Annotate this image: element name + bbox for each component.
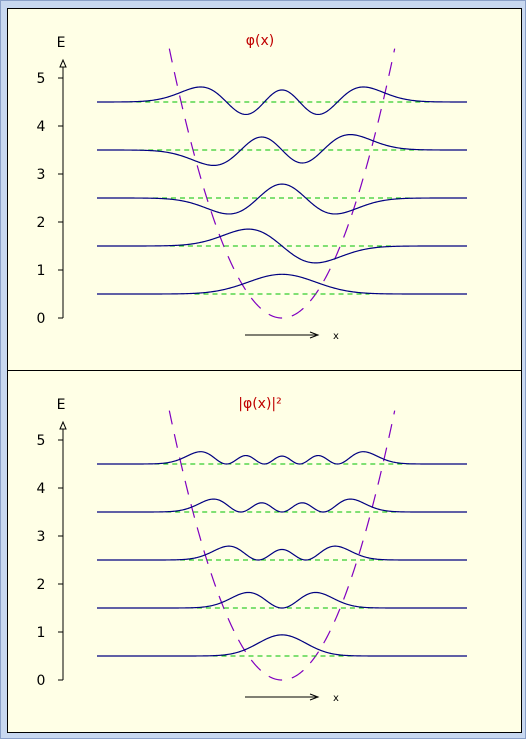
y-tick-label-0: 0	[37, 673, 46, 689]
wavefunction-n1	[97, 228, 467, 264]
y-tick-label-2: 2	[37, 577, 46, 593]
y-tick-label-4: 4	[37, 481, 46, 497]
x-axis-label: x	[333, 331, 339, 342]
wavefunction-chart: φ(x) E 0 1 2 3 4 5 x	[37, 33, 467, 342]
y-tick-label-4: 4	[37, 119, 46, 135]
wavefunction-n3	[97, 133, 467, 167]
y-axis-label: E	[57, 35, 66, 51]
y-tick-label-1: 1	[37, 263, 46, 279]
probability-density-chart: |φ(x)|² E 0 1 2 3 4 5 x	[37, 396, 467, 704]
probability-density-panel: |φ(x)|² E 0 1 2 3 4 5 x	[7, 370, 522, 733]
y-axis-arrow-icon	[59, 58, 67, 68]
x-axis-arrow-icon	[309, 693, 320, 701]
wavefunction-n1	[97, 591, 467, 609]
chart-title: φ(x)	[246, 33, 274, 49]
wavefunction-n4	[97, 86, 467, 116]
x-axis-label: x	[333, 693, 339, 704]
y-tick-label-2: 2	[37, 215, 46, 231]
wavefunction-n4	[97, 451, 467, 465]
y-axis-label: E	[57, 397, 66, 413]
y-tick-label-3: 3	[37, 529, 46, 545]
y-tick-label-5: 5	[37, 433, 46, 449]
wavefunction-panel: φ(x) E 0 1 2 3 4 5 x	[7, 8, 522, 371]
wavefunction-n2	[97, 183, 467, 215]
y-tick-label-3: 3	[37, 167, 46, 183]
wavefunction-n0	[97, 273, 467, 295]
chart-title: |φ(x)|²	[238, 396, 282, 412]
y-axis-arrow-icon	[59, 420, 67, 430]
y-tick-label-5: 5	[37, 71, 46, 87]
potential-curve	[168, 410, 396, 681]
y-tick-label-1: 1	[37, 625, 46, 641]
x-axis-arrow-icon	[309, 331, 320, 339]
wavefunction-n2	[97, 545, 467, 561]
wavefunction-n0	[97, 634, 467, 657]
wavefunction-n3	[97, 498, 467, 513]
potential-curve	[168, 48, 396, 319]
y-tick-label-0: 0	[37, 311, 46, 327]
